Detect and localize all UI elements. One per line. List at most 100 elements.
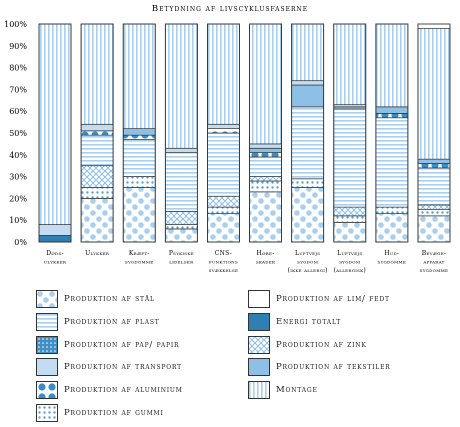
bar-segment-produktion-af-transport xyxy=(291,80,324,86)
bar-segment-produktion-af-aluminium xyxy=(249,152,282,158)
bar-segment-produktion-af-plast xyxy=(165,152,198,212)
bar-segment-produktion-af-plast xyxy=(80,134,114,167)
legend-item-produktion-af-plast: Produktion af plast xyxy=(36,312,160,331)
legend-swatch xyxy=(248,335,270,354)
x-tick-label: Døds-ulykker xyxy=(44,250,67,266)
bar-segment-produktion-af-aluminium xyxy=(80,130,114,136)
bars xyxy=(38,23,451,243)
y-tick-label: 10% xyxy=(9,216,27,225)
bar-group xyxy=(417,23,451,243)
legend-item-montage: Montage xyxy=(248,381,318,400)
bar-segment-produktion-af-stål xyxy=(122,187,156,243)
bar-group xyxy=(80,23,114,243)
y-tick-label: 20% xyxy=(9,194,27,203)
bar-segment-produktion-af-stål xyxy=(207,213,240,243)
bar-segment-produktion-af-zink xyxy=(333,206,367,217)
legend-swatch xyxy=(36,404,58,422)
bar-segment-produktion-af-aluminium xyxy=(375,113,409,119)
legend-label: Produktion af zink xyxy=(276,339,367,350)
legend-label: Produktion af stål xyxy=(64,294,155,304)
bar-segment-produktion-af-stål xyxy=(417,215,451,243)
y-tick-label: 50% xyxy=(9,129,27,138)
legend-item-produktion-af-transport: Produktion af transport xyxy=(36,358,182,377)
legend-label: Produktion af plast xyxy=(64,316,160,327)
bar-segment-produktion-af-gummi xyxy=(249,180,282,193)
legend-swatch xyxy=(248,358,270,377)
bar-segment-produktion-af-stål xyxy=(291,187,324,243)
bar-outline xyxy=(375,23,409,243)
bar-segment-produktion-af-tekstiler xyxy=(375,106,409,114)
y-tick-label: 0% xyxy=(14,238,27,247)
legend-swatch xyxy=(36,290,58,308)
legend-item-produktion-af-aluminium: Produktion af aluminium xyxy=(36,381,183,400)
bar-segment-produktion-af-tekstiler xyxy=(249,147,282,153)
bar-segment-produktion-af-stål xyxy=(165,228,198,243)
bar-segment-montage xyxy=(38,23,72,225)
bar-segment-produktion-af-plast xyxy=(333,108,367,208)
bar-segment-produktion-af-plast xyxy=(122,139,156,177)
legend-item-produktion-af-zink: Produktion af zink xyxy=(248,335,367,354)
y-tick-label: 80% xyxy=(9,64,27,73)
bar-outline xyxy=(164,23,198,243)
bar-segment-produktion-af-tekstiler xyxy=(291,84,324,108)
bar-segment-produktion-af-plast xyxy=(249,156,282,177)
legend-swatch xyxy=(248,290,270,308)
bar-segment-montage xyxy=(165,23,198,149)
bar-segment-produktion-af-gummi xyxy=(165,224,198,230)
bar-segment-montage xyxy=(333,23,367,106)
bar-segment-produktion-af-gummi xyxy=(122,176,156,188)
bar-segment-produktion-af-transport xyxy=(207,123,240,129)
bar-segment-montage xyxy=(417,28,451,160)
legend-swatch xyxy=(248,312,270,331)
bar-segment-montage xyxy=(249,23,282,145)
bar-outline xyxy=(249,23,283,243)
legend-item-produktion-af-tekstiler: Produktion af tekstiler xyxy=(248,358,391,377)
bar-segment-produktion-af-plast xyxy=(375,117,409,208)
bar-segment-produktion-af-transport xyxy=(249,143,282,149)
x-tick-label: Luftvejs sygdom (allergisk) xyxy=(333,250,366,274)
legend-item-produktion-af-lim-fedt: Produktion af lim/ fedt xyxy=(248,290,390,308)
legend-label: Produktion af gummi xyxy=(64,408,164,418)
bar-segment-produktion-af-stål xyxy=(375,213,409,243)
legend-swatch xyxy=(36,381,58,400)
bar-outline xyxy=(38,23,72,243)
x-tick-label: CNS-funktions svækkelse xyxy=(209,250,239,274)
bar-segment-produktion-af-tekstiler xyxy=(417,158,451,164)
bar-segment-produktion-af-transport xyxy=(165,147,198,153)
bar-outline xyxy=(80,23,114,243)
bar-segment-produktion-af-zink xyxy=(165,211,198,225)
x-axis-labels: Døds-ulykker Ulykker Kræft-sygdomme Psykisk… xyxy=(44,250,448,274)
bar-segment-produktion-af-stål xyxy=(333,222,367,243)
bar-segment-montage xyxy=(375,23,409,108)
bar-group xyxy=(122,23,156,243)
chart: Betydning af livscyklusfaserne 0% 10% 20% 3… xyxy=(4,4,451,274)
legend-label: Energi totalt xyxy=(276,316,342,327)
bar-segment-produktion-af-gummi xyxy=(417,208,451,217)
bar-segment-montage xyxy=(291,23,324,82)
legend-label: Produktion af pap/ papir xyxy=(64,339,180,350)
bar-outline xyxy=(417,23,451,243)
bar-segment-produktion-af-gummi xyxy=(375,206,409,215)
bar-group xyxy=(38,23,72,243)
bar-segment-produktion-af-stål xyxy=(80,198,114,243)
bar-segment-produktion-af-plast xyxy=(417,167,451,206)
legend: Produktion af stål Produktion af plast Pro… xyxy=(36,290,456,422)
bar-segment-produktion-af-gummi xyxy=(207,206,240,215)
bar-segment-montage xyxy=(207,23,240,125)
bar-segment-produktion-af-tekstiler xyxy=(122,128,156,136)
bar-segment-produktion-af-transport xyxy=(38,224,72,236)
chart-title: Betydning af livscyklusfaserne xyxy=(152,4,308,14)
legend-item-produktion-af-pap-papir: Produktion af pap/ papir xyxy=(36,335,180,354)
bar-outline xyxy=(333,23,367,243)
y-tick-label: 70% xyxy=(9,85,27,94)
y-tick-label: 40% xyxy=(9,151,27,160)
bar-segment-produktion-af-zink xyxy=(249,176,282,182)
x-tick-label: Bevæge-apparat sygdomme xyxy=(420,250,449,274)
y-axis: 0% 10% 20% 30% 40% 50% 60% 70% 80% 90% 100% xyxy=(4,20,27,247)
legend-swatch xyxy=(248,381,270,400)
bar-segment-produktion-af-zink xyxy=(417,204,451,210)
bar-group xyxy=(164,23,198,243)
bar-segment-montage xyxy=(122,23,156,129)
y-tick-label: 90% xyxy=(9,42,27,51)
bar-segment-produktion-af-aluminium xyxy=(207,128,240,134)
